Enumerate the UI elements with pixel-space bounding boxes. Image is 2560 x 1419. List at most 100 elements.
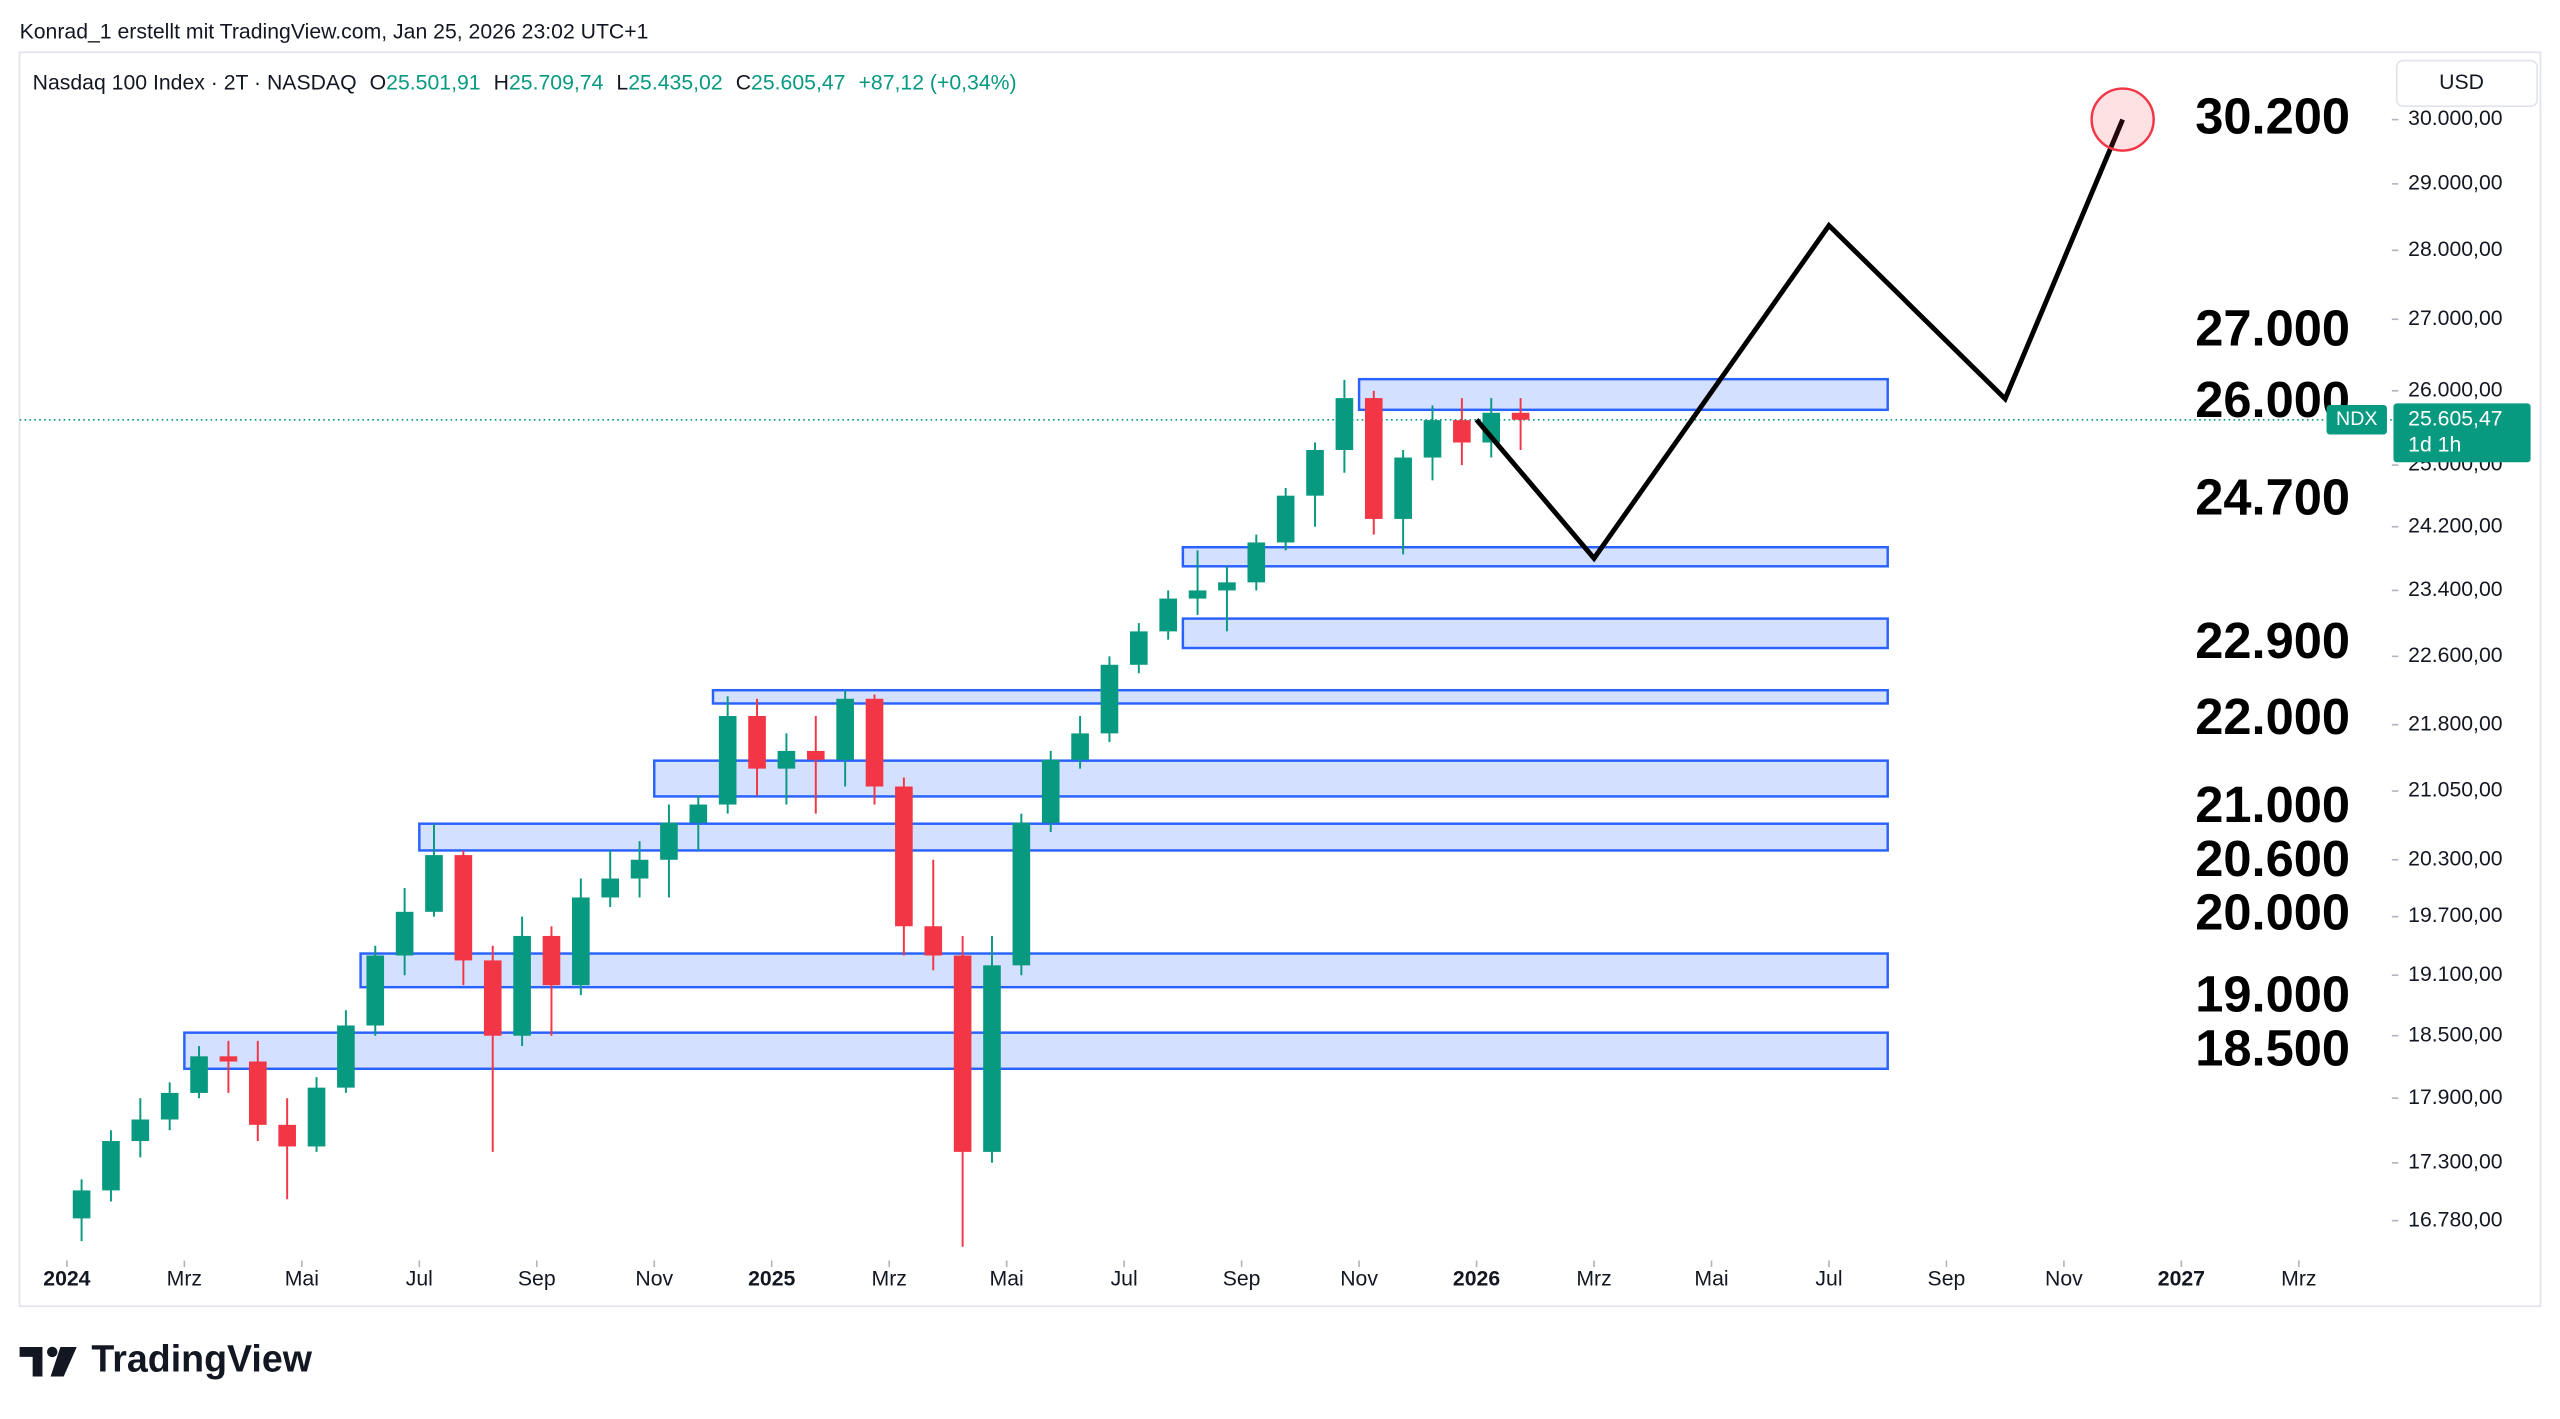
forecast-line (1474, 118, 2125, 563)
candle-body (395, 911, 414, 956)
symbol-title: Nasdaq 100 Index · 2T · NASDAQ (33, 71, 357, 94)
x-tick-label: Mrz (167, 1268, 202, 1291)
candle-body (1247, 542, 1266, 583)
candle-body (601, 878, 620, 898)
y-tick-label: 30.000,00 (2408, 107, 2502, 130)
x-tick-label: Nov (1340, 1268, 1378, 1291)
candle-body (542, 935, 561, 986)
candle-body (1188, 590, 1207, 599)
zone (1181, 545, 1889, 568)
level-label: 27.000 (2195, 300, 2350, 357)
zone (1181, 617, 1889, 650)
symbol-tag-label: NDX (2336, 408, 2377, 430)
candle-body (131, 1119, 150, 1142)
y-tick-label: 26.000,00 (2408, 378, 2502, 401)
level-label: 30.200 (2195, 87, 2350, 144)
x-tick-label: 2024 (43, 1268, 90, 1291)
x-tick-label: Jul (1815, 1268, 1842, 1291)
symbol-tag (2326, 405, 2387, 435)
zone (183, 1031, 1889, 1071)
y-tick-label: 17.300,00 (2408, 1150, 2502, 1173)
x-tick-label: Mrz (1576, 1268, 1611, 1291)
candle-body (777, 750, 796, 769)
candle-body (1100, 664, 1119, 734)
x-tick-label: Mai (285, 1268, 319, 1291)
x-tick-label: Mai (990, 1268, 1024, 1291)
candle-body (895, 786, 913, 927)
candle-body (865, 698, 884, 787)
candle-body (836, 698, 854, 760)
ohlc-value: 25.501,91 (386, 71, 480, 94)
candle-body (1159, 598, 1178, 632)
change: +87,12 (+0,34%) (859, 71, 1017, 94)
candle-body (1276, 495, 1295, 543)
price-tag-label: 25.605,47 (2408, 407, 2502, 430)
y-tick-label: 22.600,00 (2408, 644, 2502, 667)
logo (19, 1346, 77, 1377)
y-tick-label: 21.050,00 (2408, 779, 2502, 802)
credit: Konrad_1 erstellt mit TradingView.com, J… (20, 20, 649, 43)
currency[interactable]: USD (2439, 71, 2484, 94)
x-tick-label: Sep (518, 1268, 556, 1291)
x-tick-label: Mrz (2281, 1268, 2316, 1291)
candle-body (1423, 420, 1442, 458)
candle-body (425, 855, 443, 912)
candle-body (1041, 759, 1060, 823)
x-tick-label: 2027 (2158, 1268, 2205, 1291)
candle-body (1335, 398, 1354, 451)
x-tick-label: Mai (1694, 1268, 1728, 1291)
price-tag (2393, 403, 2531, 463)
candle-body (1130, 631, 1148, 665)
ohlc-value: 25.435,02 (628, 71, 722, 94)
zone (711, 688, 1889, 705)
x-tick-label: 2025 (748, 1268, 795, 1291)
candle-body (1364, 398, 1383, 519)
level-label: 20.600 (2195, 830, 2350, 887)
candle-body (190, 1056, 208, 1093)
y-tick-label: 29.000,00 (2408, 171, 2502, 194)
level-label: 21.000 (2195, 776, 2350, 833)
candle-body (72, 1190, 91, 1219)
zone (359, 952, 1889, 989)
candle-body (454, 855, 473, 961)
y-tick-label: 28.000,00 (2408, 238, 2502, 261)
zone (1357, 377, 1889, 412)
plot-area (19, 377, 2392, 1247)
candle-body (630, 859, 649, 879)
x-tick-label: Jul (1111, 1268, 1138, 1291)
y-tick-label: 16.780,00 (2408, 1208, 2502, 1231)
countdown: 1d 1h (2408, 433, 2461, 456)
x-tick-label: Nov (2045, 1268, 2083, 1291)
ohlc-value: 25.605,47 (751, 71, 845, 94)
candle-body (1218, 582, 1236, 591)
candle-body (572, 897, 590, 986)
level-label: 26.000 (2195, 371, 2350, 428)
candle-body (983, 965, 1001, 1152)
candle-body (278, 1124, 296, 1147)
level-label: 22.900 (2195, 612, 2350, 669)
candle-body (160, 1092, 179, 1120)
level-label: 24.700 (2195, 468, 2350, 525)
candle-body (953, 955, 972, 1152)
level-label: 22.000 (2195, 688, 2350, 745)
ohlc-legend: Nasdaq 100 Index · 2T · NASDAQ O25.501,91… (33, 71, 1017, 94)
candle-body (924, 926, 943, 956)
x-tick-label: Nov (635, 1268, 673, 1291)
y-tick-label: 19.100,00 (2408, 963, 2502, 986)
ohlc-label: H (494, 71, 509, 94)
candle-body (1511, 412, 1530, 420)
candle-body (219, 1056, 238, 1062)
brand: TradingView (91, 1338, 312, 1380)
candle-body (718, 715, 737, 805)
candle-body (513, 935, 531, 1036)
y-tick-label: 24.200,00 (2408, 514, 2502, 537)
zone (653, 759, 1889, 798)
candle-body (307, 1087, 326, 1147)
x-tick-label: Sep (1223, 1268, 1261, 1291)
level-label: 20.000 (2195, 884, 2350, 941)
candle-body (102, 1141, 120, 1191)
candle-body (660, 822, 678, 860)
currency-box[interactable] (2395, 59, 2538, 108)
